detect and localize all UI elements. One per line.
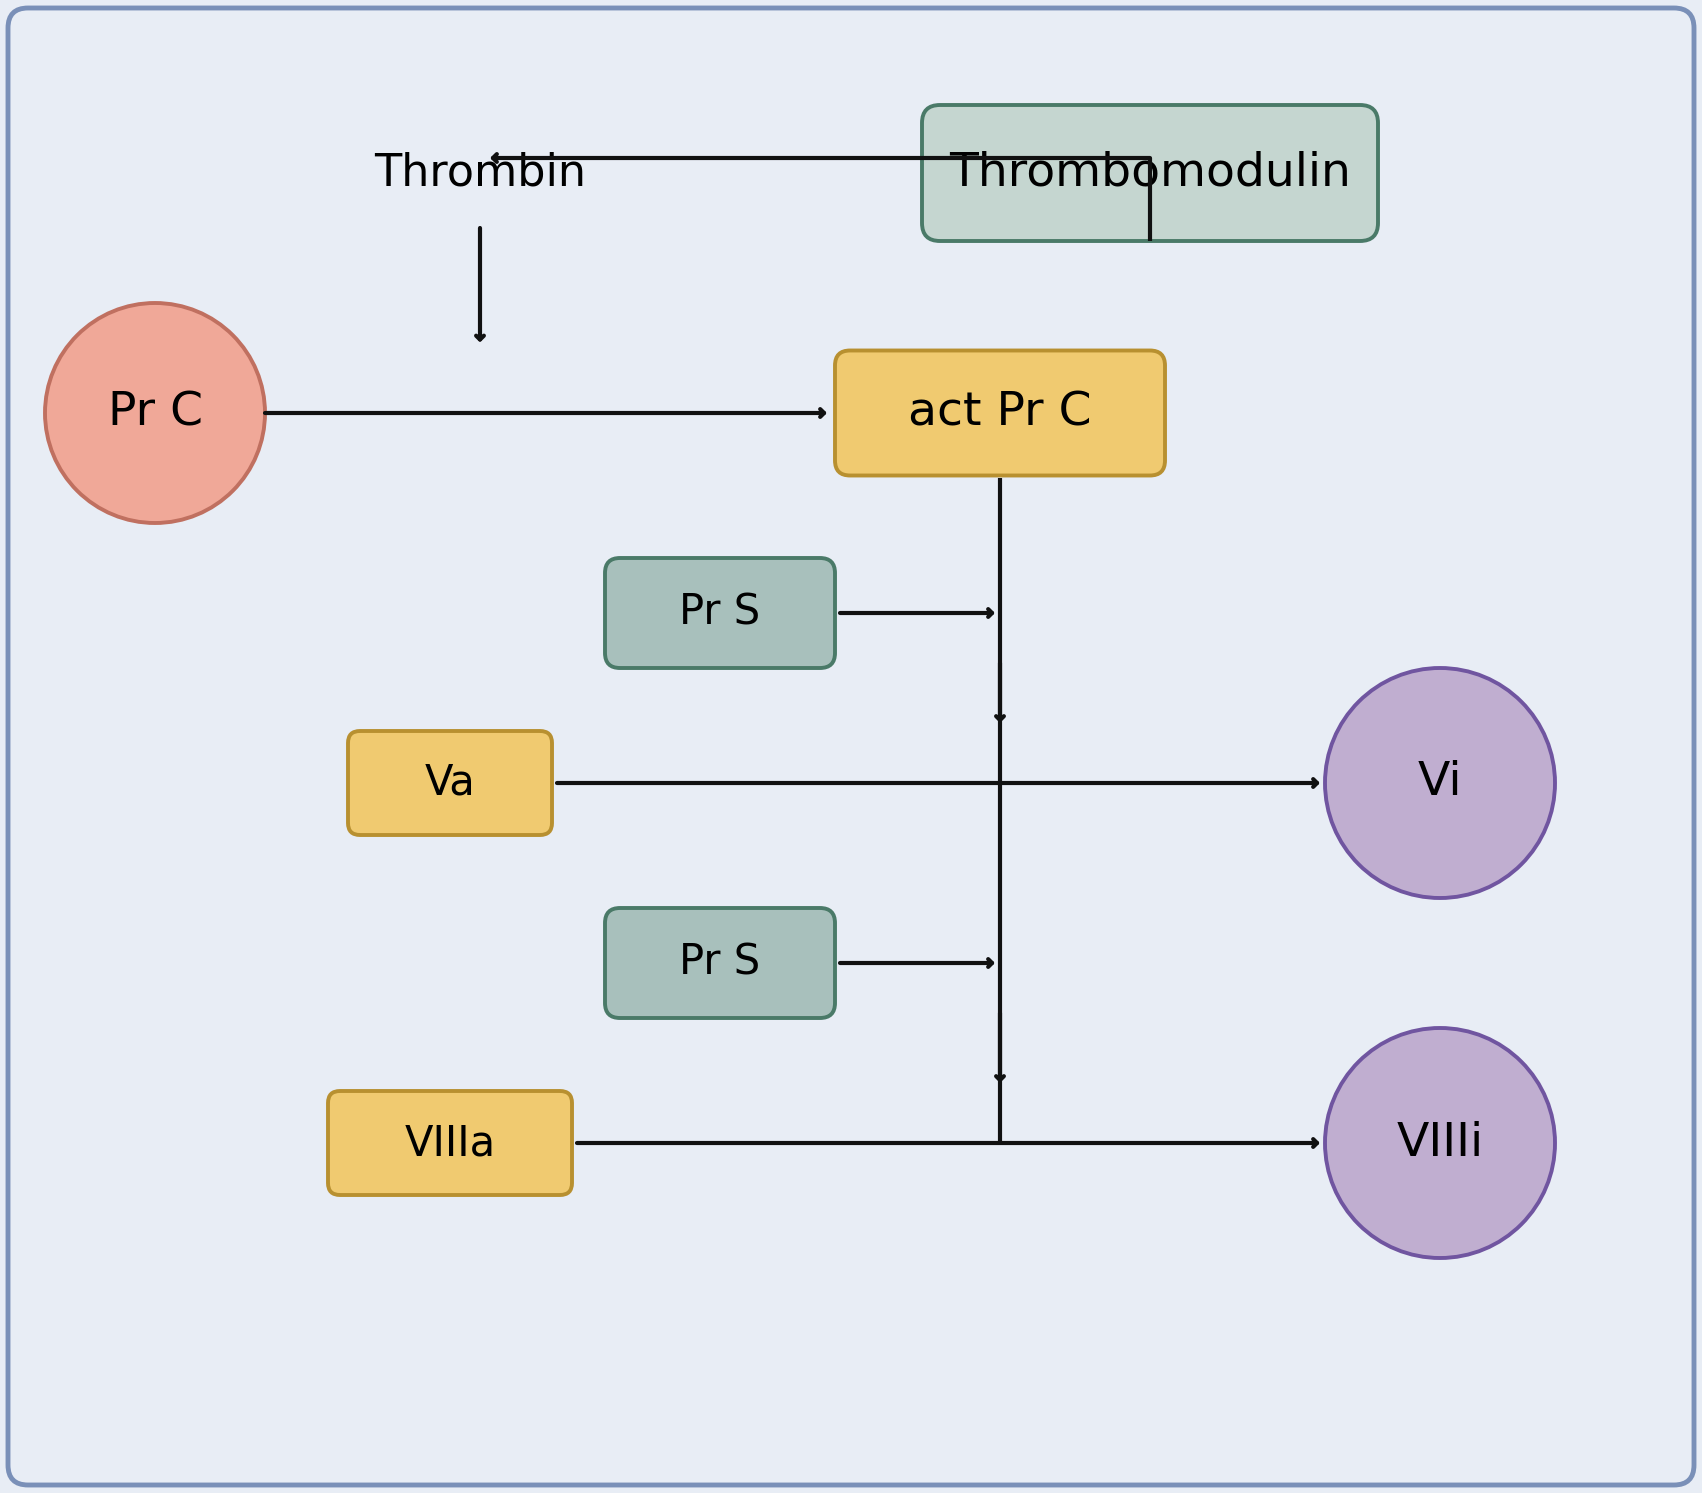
- Text: Pr S: Pr S: [679, 593, 761, 635]
- FancyBboxPatch shape: [604, 908, 836, 1018]
- FancyBboxPatch shape: [328, 1091, 572, 1194]
- Text: Vi: Vi: [1418, 760, 1462, 806]
- Circle shape: [1324, 667, 1556, 897]
- Text: Va: Va: [424, 761, 475, 805]
- FancyBboxPatch shape: [922, 105, 1379, 240]
- FancyBboxPatch shape: [836, 351, 1164, 475]
- Text: VIIIi: VIIIi: [1396, 1121, 1484, 1166]
- Text: Thrombomodulin: Thrombomodulin: [950, 151, 1351, 196]
- Circle shape: [1324, 1029, 1556, 1259]
- FancyBboxPatch shape: [604, 558, 836, 667]
- Text: VIIIa: VIIIa: [405, 1123, 495, 1165]
- Circle shape: [44, 303, 266, 523]
- Text: act Pr C: act Pr C: [909, 391, 1091, 436]
- FancyBboxPatch shape: [347, 732, 551, 835]
- FancyBboxPatch shape: [9, 7, 1693, 1486]
- Text: Thrombin: Thrombin: [374, 151, 585, 194]
- Text: Pr C: Pr C: [107, 391, 203, 436]
- Text: Pr S: Pr S: [679, 942, 761, 984]
